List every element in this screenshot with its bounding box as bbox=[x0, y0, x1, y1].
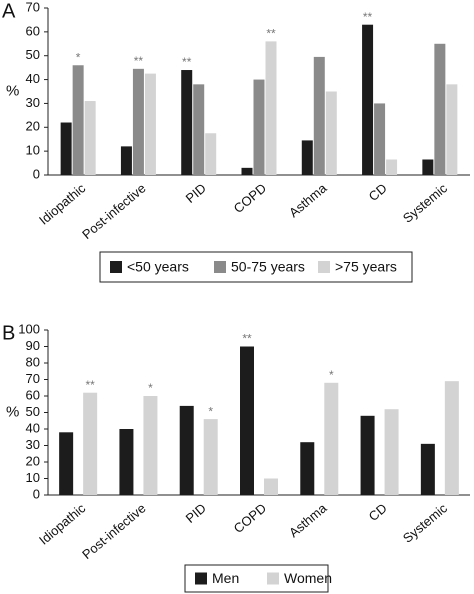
y-tick-label: 70 bbox=[26, 0, 40, 14]
significance-mark: * bbox=[148, 381, 153, 395]
y-tick-label: 70 bbox=[26, 371, 40, 386]
legend-label: Women bbox=[284, 570, 332, 586]
significance-mark: ** bbox=[242, 332, 252, 346]
x-tick-label: Post-infective bbox=[79, 500, 148, 562]
bar bbox=[422, 159, 434, 175]
x-tick-label: Asthma bbox=[286, 500, 330, 540]
x-tick-label: COPD bbox=[231, 500, 269, 536]
bar bbox=[119, 429, 134, 495]
y-tick-label: 40 bbox=[26, 71, 40, 86]
panel-label: A bbox=[2, 0, 16, 22]
x-tick-label: Systemic bbox=[400, 180, 450, 226]
significance-mark: ** bbox=[85, 378, 95, 392]
x-tick-label: Systemic bbox=[400, 500, 450, 546]
y-tick-label: 20 bbox=[26, 453, 40, 468]
bar bbox=[253, 79, 265, 175]
y-tick-label: 100 bbox=[18, 321, 40, 336]
legend-box bbox=[184, 564, 329, 593]
legend-swatch bbox=[267, 572, 279, 585]
significance-mark: * bbox=[208, 404, 213, 418]
bar bbox=[193, 84, 205, 175]
bar bbox=[386, 159, 398, 175]
significance-mark: * bbox=[76, 50, 81, 64]
bar bbox=[72, 65, 84, 175]
x-tick-label: Asthma bbox=[286, 180, 330, 220]
y-tick-label: 0 bbox=[33, 166, 40, 181]
x-tick-label: CD bbox=[366, 500, 390, 524]
legend-swatch bbox=[110, 261, 122, 273]
y-tick-label: 50 bbox=[26, 404, 40, 419]
y-tick-label: 80 bbox=[26, 354, 40, 369]
bar bbox=[241, 167, 253, 175]
significance-mark: ** bbox=[266, 27, 276, 41]
x-tick-label: Post-infective bbox=[79, 180, 148, 242]
bar bbox=[313, 56, 325, 175]
bar bbox=[203, 419, 218, 495]
bar bbox=[434, 43, 446, 176]
legend-swatch bbox=[195, 572, 207, 585]
bar bbox=[83, 392, 98, 495]
bar bbox=[143, 396, 158, 495]
bar bbox=[120, 146, 132, 175]
bar bbox=[179, 405, 194, 495]
y-tick-label: 10 bbox=[26, 470, 40, 485]
bar bbox=[59, 432, 74, 495]
bar bbox=[446, 84, 458, 175]
x-tick-label: Idiopathic bbox=[36, 500, 89, 548]
bar bbox=[444, 381, 459, 495]
bar bbox=[60, 122, 72, 175]
significance-mark: ** bbox=[134, 54, 144, 68]
y-axis-label: % bbox=[6, 82, 19, 99]
significance-mark: * bbox=[329, 368, 334, 382]
x-tick-label: COPD bbox=[231, 180, 269, 216]
legend-swatch bbox=[318, 261, 330, 273]
bar bbox=[374, 103, 386, 175]
legend-swatch bbox=[214, 261, 226, 273]
bar bbox=[300, 442, 315, 495]
significance-mark: ** bbox=[363, 10, 373, 24]
y-tick-label: 30 bbox=[26, 95, 40, 110]
bar bbox=[301, 140, 313, 175]
y-tick-label: 90 bbox=[26, 338, 40, 353]
bar bbox=[265, 41, 277, 176]
bar bbox=[144, 73, 156, 175]
x-tick-label: Idiopathic bbox=[36, 180, 89, 228]
y-tick-label: 20 bbox=[26, 119, 40, 134]
bar bbox=[420, 443, 435, 495]
legend-box bbox=[99, 251, 413, 283]
y-axis-label: % bbox=[6, 403, 19, 420]
bar bbox=[132, 68, 144, 175]
y-tick-label: 10 bbox=[26, 143, 40, 158]
y-tick-label: 0 bbox=[33, 486, 40, 501]
y-tick-label: 40 bbox=[26, 420, 40, 435]
bar bbox=[384, 409, 399, 495]
panel-label: B bbox=[2, 322, 15, 344]
significance-mark: ** bbox=[182, 55, 192, 69]
legend-label: Men bbox=[212, 570, 239, 586]
y-tick-label: 60 bbox=[26, 387, 40, 402]
y-tick-label: 50 bbox=[26, 47, 40, 62]
bar bbox=[181, 70, 193, 175]
bar bbox=[362, 24, 374, 176]
legend-label: >75 years bbox=[335, 259, 397, 275]
bar bbox=[360, 415, 375, 495]
y-tick-label: 60 bbox=[26, 23, 40, 38]
bar bbox=[264, 478, 278, 495]
bar bbox=[240, 346, 254, 495]
bar bbox=[324, 382, 339, 495]
legend-label: <50 years bbox=[127, 259, 189, 275]
legend-label: 50-75 years bbox=[231, 259, 305, 275]
bar bbox=[84, 101, 96, 175]
x-tick-label: PID bbox=[183, 180, 209, 205]
y-tick-label: 30 bbox=[26, 437, 40, 452]
bar bbox=[325, 91, 337, 175]
x-tick-label: PID bbox=[183, 500, 209, 525]
bar bbox=[205, 133, 217, 175]
x-tick-label: CD bbox=[366, 180, 390, 204]
